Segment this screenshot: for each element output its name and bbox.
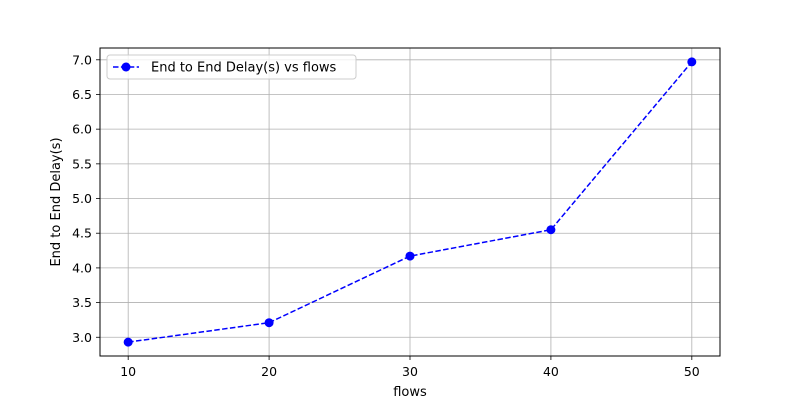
y-tick-label: 3.5 xyxy=(72,295,92,310)
x-tick-label: 10 xyxy=(120,364,136,379)
y-tick-label: 4.0 xyxy=(72,260,92,275)
grid-lines xyxy=(100,48,720,356)
legend-label: End to End Delay(s) vs flows xyxy=(151,61,337,76)
legend: End to End Delay(s) vs flows xyxy=(106,54,357,80)
data-point xyxy=(405,251,415,261)
data-point xyxy=(546,225,556,235)
x-tick-label: 40 xyxy=(543,364,559,379)
data-point xyxy=(264,318,274,328)
x-axis-label: flows xyxy=(393,385,427,400)
data-point xyxy=(123,337,133,347)
legend-box xyxy=(106,54,357,80)
axis-ticks: 10 20 30 40 50 3.0 3.5 4.0 4.5 5.0 5.5 6.0 6.5 7.0 xyxy=(72,52,700,379)
y-tick-label: 3.0 xyxy=(72,330,92,345)
x-tick-label: 20 xyxy=(261,364,277,379)
series-line xyxy=(128,61,693,343)
y-tick-label: 6.5 xyxy=(72,87,92,102)
x-tick-label: 30 xyxy=(402,364,418,379)
x-tick-label: 50 xyxy=(684,364,700,379)
series-layer xyxy=(123,57,697,347)
data-point xyxy=(687,57,697,67)
y-axis-label: End to End Delay(s) xyxy=(49,137,64,266)
y-tick-label: 6.0 xyxy=(72,122,92,137)
legend-marker xyxy=(121,62,131,72)
y-tick-label: 5.5 xyxy=(72,156,92,171)
y-tick-label: 7.0 xyxy=(72,52,92,67)
y-tick-label: 4.5 xyxy=(72,226,92,241)
y-tick-label: 5.0 xyxy=(72,191,92,206)
